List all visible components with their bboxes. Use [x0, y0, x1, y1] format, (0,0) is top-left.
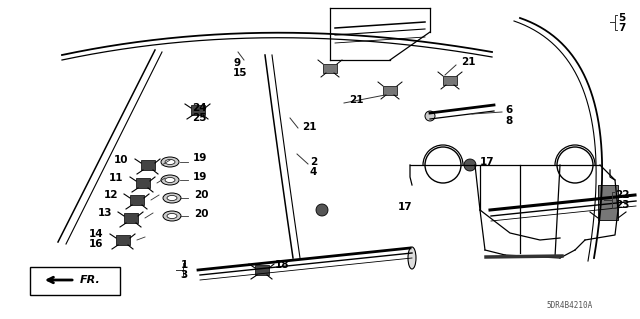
Text: FR.: FR.	[80, 275, 100, 285]
Text: 21: 21	[349, 95, 364, 105]
Ellipse shape	[163, 211, 181, 221]
Bar	[136, 178, 150, 188]
Text: 21: 21	[461, 57, 476, 67]
Text: 12: 12	[104, 190, 118, 200]
Text: 4: 4	[310, 167, 317, 177]
Bar	[124, 213, 138, 223]
Circle shape	[464, 159, 476, 171]
Text: 2: 2	[310, 157, 317, 167]
Text: 3: 3	[180, 270, 188, 280]
Circle shape	[425, 111, 435, 121]
Text: 20: 20	[194, 209, 209, 219]
Text: 23: 23	[615, 200, 630, 210]
Text: 24: 24	[192, 103, 207, 113]
Bar	[191, 105, 205, 115]
Bar	[116, 235, 130, 245]
Ellipse shape	[161, 175, 179, 185]
Text: 8: 8	[505, 116, 512, 126]
Text: 18: 18	[275, 260, 289, 270]
Ellipse shape	[167, 213, 177, 219]
Ellipse shape	[165, 177, 175, 182]
Ellipse shape	[408, 247, 416, 269]
Text: 10: 10	[113, 155, 128, 165]
Text: 5: 5	[618, 13, 625, 23]
Ellipse shape	[165, 160, 175, 165]
Circle shape	[316, 204, 328, 216]
Bar	[255, 265, 269, 275]
Text: 21: 21	[302, 122, 317, 132]
Text: 11: 11	[109, 173, 123, 183]
Bar	[141, 160, 155, 170]
Text: 17: 17	[480, 157, 495, 167]
Text: 20: 20	[194, 190, 209, 200]
Bar	[323, 64, 337, 73]
Bar	[30, 267, 120, 295]
Ellipse shape	[163, 193, 181, 203]
Bar	[598, 185, 618, 220]
Text: 6: 6	[505, 105, 512, 115]
Text: 16: 16	[88, 239, 103, 249]
Text: 17: 17	[398, 202, 413, 212]
Bar	[130, 195, 144, 205]
Text: 9: 9	[233, 58, 240, 68]
Ellipse shape	[167, 196, 177, 201]
Text: 14: 14	[88, 229, 103, 239]
Text: 13: 13	[97, 208, 112, 218]
Bar	[443, 76, 457, 85]
Text: 15: 15	[233, 68, 248, 78]
Text: 1: 1	[180, 260, 188, 270]
Text: 22: 22	[615, 190, 630, 200]
Text: 25: 25	[192, 113, 207, 123]
Text: 19: 19	[193, 172, 207, 182]
Text: 5DR4B4210A: 5DR4B4210A	[547, 300, 593, 309]
Bar	[383, 86, 397, 95]
Text: 7: 7	[618, 23, 625, 33]
Ellipse shape	[161, 157, 179, 167]
Text: 19: 19	[193, 153, 207, 163]
